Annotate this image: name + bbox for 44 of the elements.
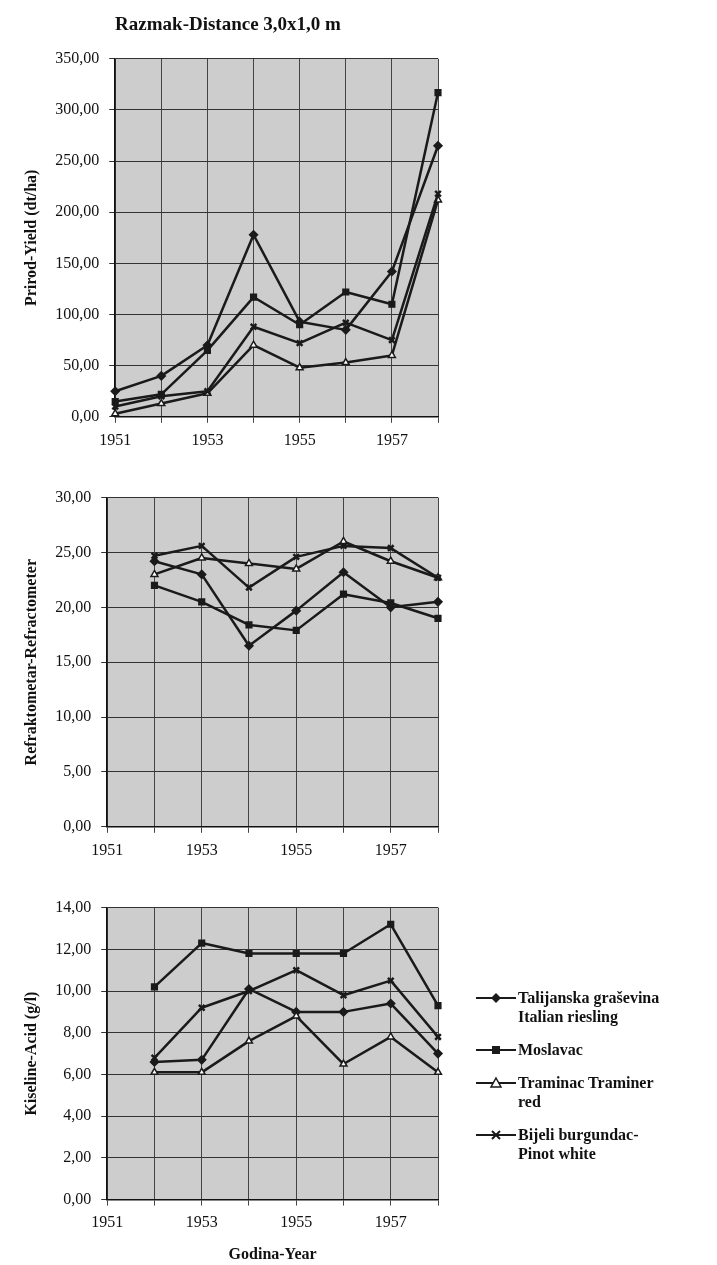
x-tick-label: 1955 <box>283 430 316 448</box>
y-tick-label: 150,00 <box>55 253 100 271</box>
y-tick-label: 30,00 <box>55 487 92 505</box>
y-tick-label: 4,00 <box>63 1106 92 1124</box>
y-tick-label: 6,00 <box>63 1064 92 1082</box>
x-axis-title: Godina-Year <box>228 1244 317 1262</box>
y-tick-label: 0,00 <box>71 407 100 424</box>
x-tick-label: 1955 <box>280 1213 313 1231</box>
x-tick-label: 1953 <box>191 430 224 448</box>
legend-label: Talijanska graševina Italian riesling <box>518 988 661 1026</box>
y-tick-label: 2,00 <box>63 1148 92 1166</box>
y-tick-label: 15,00 <box>55 652 92 670</box>
legend-label: Bijeli burgundac-Pinot white <box>518 1125 640 1163</box>
x-tick-label: 1951 <box>91 840 124 858</box>
x-tick-label: 1957 <box>374 840 407 858</box>
legend-label: Traminac Traminer red <box>518 1073 655 1111</box>
y-tick-label: 300,00 <box>55 100 100 118</box>
y-tick-label: 14,00 <box>55 897 92 915</box>
y-tick-label: 250,00 <box>55 151 100 169</box>
y-tick-label: 20,00 <box>55 597 92 615</box>
y-axis-title: Prirod-Yield (dt/ha) <box>21 169 40 307</box>
y-tick-label: 50,00 <box>63 355 100 373</box>
y-tick-label: 10,00 <box>55 981 92 999</box>
x-tick-label: 1955 <box>280 840 313 858</box>
y-tick-label: 12,00 <box>55 939 92 957</box>
x-tick-label: 1957 <box>375 430 408 448</box>
x-tick-label: 1957 <box>374 1213 407 1231</box>
x-tick-label: 1953 <box>185 1213 218 1231</box>
y-axis-title: Kiseline-Acid (g/l) <box>21 991 40 1116</box>
x-tick-label: 1951 <box>99 430 132 448</box>
y-tick-label: 8,00 <box>63 1022 92 1040</box>
y-tick-label: 0,00 <box>63 1189 92 1207</box>
chart-title: Razmak-Distance 3,0x1,0 m <box>115 13 342 35</box>
x-tick-label: 1953 <box>185 840 218 858</box>
x-tick-label: 1951 <box>91 1213 124 1231</box>
y-tick-label: 25,00 <box>55 542 92 560</box>
y-tick-label: 350,00 <box>55 49 100 66</box>
y-axis-title: Refraktometar-Refractometer <box>21 559 39 766</box>
y-tick-label: 200,00 <box>55 202 100 220</box>
y-tick-label: 0,00 <box>63 817 92 834</box>
y-tick-label: 100,00 <box>55 304 100 322</box>
legend-label: Moslavac <box>518 1040 583 1059</box>
y-tick-label: 5,00 <box>63 762 92 780</box>
y-tick-label: 10,00 <box>55 707 92 725</box>
